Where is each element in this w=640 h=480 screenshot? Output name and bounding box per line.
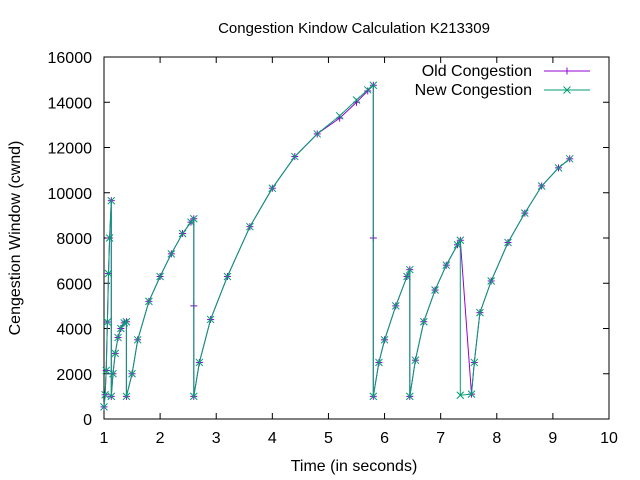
data-point-new-congestion bbox=[419, 317, 428, 326]
y-tick-label: 16000 bbox=[48, 50, 93, 67]
x-tick-label: 6 bbox=[380, 430, 389, 447]
data-point-new-congestion bbox=[109, 369, 117, 378]
data-point-new-congestion bbox=[487, 277, 496, 285]
x-tick-label: 2 bbox=[156, 430, 165, 447]
data-point-new-congestion bbox=[101, 390, 109, 399]
data-point-new-congestion bbox=[111, 349, 120, 358]
data-point-new-congestion bbox=[411, 356, 420, 365]
data-point-new-congestion bbox=[103, 318, 112, 326]
data-point-new-congestion bbox=[120, 318, 129, 327]
y-tick-label: 8000 bbox=[56, 231, 92, 248]
data-point-new-congestion bbox=[554, 164, 563, 172]
data-point-new-congestion bbox=[520, 209, 529, 217]
data-point-new-congestion bbox=[223, 272, 232, 281]
data-point-new-congestion bbox=[504, 238, 512, 247]
data-point-new-congestion bbox=[122, 392, 131, 401]
chart-title: Congestion Kindow Calculation K213309 bbox=[218, 20, 490, 37]
y-axis: 0 2000 4000 6000 8000 10000 12000 14000 16000 bbox=[48, 50, 609, 429]
data-point-new-congestion bbox=[114, 333, 122, 342]
data-point-new-congestion bbox=[206, 315, 215, 324]
y-axis-title: Cengestion Window (cwnd) bbox=[7, 141, 24, 336]
data-point-new-congestion bbox=[116, 324, 125, 333]
x-axis: 1 2 3 4 5 6 7 8 9 10 bbox=[100, 57, 618, 447]
series-layer bbox=[100, 81, 574, 411]
data-point-new-congestion bbox=[145, 297, 153, 306]
y-tick-label: 2000 bbox=[56, 367, 92, 384]
data-point-new-congestion bbox=[290, 152, 299, 161]
data-point-new-congestion bbox=[537, 182, 546, 190]
data-point-new-congestion bbox=[107, 392, 116, 401]
legend: Old Congestion New Congestion bbox=[415, 63, 590, 99]
data-point-new-congestion bbox=[268, 184, 277, 193]
y-tick-label: 10000 bbox=[48, 186, 93, 203]
y-tick-label: 0 bbox=[83, 412, 92, 429]
data-point-new-congestion bbox=[104, 269, 113, 278]
data-point-new-congestion bbox=[122, 317, 131, 326]
data-point-new-congestion bbox=[313, 130, 322, 138]
data-point-new-congestion bbox=[195, 358, 204, 367]
x-tick-label: 1 bbox=[100, 430, 109, 447]
data-point-new-congestion bbox=[107, 196, 116, 205]
data-point-new-congestion bbox=[178, 229, 187, 238]
x-tick-label: 9 bbox=[548, 430, 557, 447]
data-point-new-congestion bbox=[369, 392, 378, 401]
data-point-new-congestion bbox=[565, 154, 574, 163]
data-point-new-congestion bbox=[133, 335, 142, 344]
series-line-old-congestion bbox=[103, 84, 571, 407]
x-tick-label: 3 bbox=[212, 430, 221, 447]
x-tick-label: 5 bbox=[324, 430, 333, 447]
series-old-congestion bbox=[100, 81, 574, 411]
data-point-new-congestion bbox=[403, 272, 411, 281]
data-point-new-congestion bbox=[352, 96, 361, 104]
data-point-new-congestion bbox=[456, 391, 465, 400]
data-point-new-congestion bbox=[363, 85, 372, 94]
series-line-new-congestion bbox=[103, 84, 571, 407]
data-point-new-congestion bbox=[453, 240, 462, 249]
y-tick-label: 6000 bbox=[56, 276, 92, 293]
data-point-new-congestion bbox=[105, 234, 114, 242]
x-tick-label: 8 bbox=[492, 430, 501, 447]
data-point-new-congestion bbox=[431, 286, 439, 294]
series-new-congestion bbox=[100, 81, 574, 411]
y-tick-label: 14000 bbox=[48, 95, 93, 112]
data-point-new-congestion bbox=[380, 335, 389, 344]
data-point-new-congestion bbox=[369, 81, 378, 90]
data-point-new-congestion bbox=[167, 249, 176, 258]
data-point-new-congestion bbox=[246, 222, 254, 231]
data-point-new-congestion bbox=[476, 308, 484, 317]
data-point-new-congestion bbox=[189, 392, 198, 401]
x-tick-label: 4 bbox=[268, 430, 277, 447]
data-point-new-congestion bbox=[335, 111, 344, 120]
data-point-new-congestion bbox=[102, 366, 111, 375]
data-point-new-congestion bbox=[456, 236, 465, 245]
x-axis-title: Time (in seconds) bbox=[291, 458, 418, 475]
y-tick-label: 4000 bbox=[56, 322, 92, 339]
data-point-old-congestion bbox=[364, 87, 372, 95]
x-tick-label: 10 bbox=[600, 430, 618, 447]
data-point-new-congestion bbox=[405, 265, 414, 274]
data-point-new-congestion bbox=[375, 358, 383, 367]
data-point-new-congestion bbox=[405, 392, 414, 401]
data-point-new-congestion bbox=[391, 302, 400, 310]
legend-marker-point bbox=[563, 86, 571, 94]
legend-label-new-congestion: New Congestion bbox=[415, 82, 532, 99]
legend-marker-new-congestion bbox=[563, 86, 571, 94]
data-point-new-congestion bbox=[100, 403, 108, 411]
data-point-new-congestion bbox=[442, 261, 451, 270]
data-point-new-congestion bbox=[467, 390, 476, 398]
legend-marker-old-congestion bbox=[563, 67, 571, 75]
legend-label-old-congestion: Old Congestion bbox=[422, 63, 532, 80]
y-tick-label: 12000 bbox=[48, 141, 93, 158]
data-point-new-congestion bbox=[189, 214, 198, 223]
data-point-new-congestion bbox=[128, 369, 136, 378]
x-tick-label: 7 bbox=[436, 430, 445, 447]
data-point-new-congestion bbox=[470, 358, 479, 367]
data-point-new-congestion bbox=[156, 272, 164, 281]
legend-marker-point bbox=[563, 67, 571, 75]
